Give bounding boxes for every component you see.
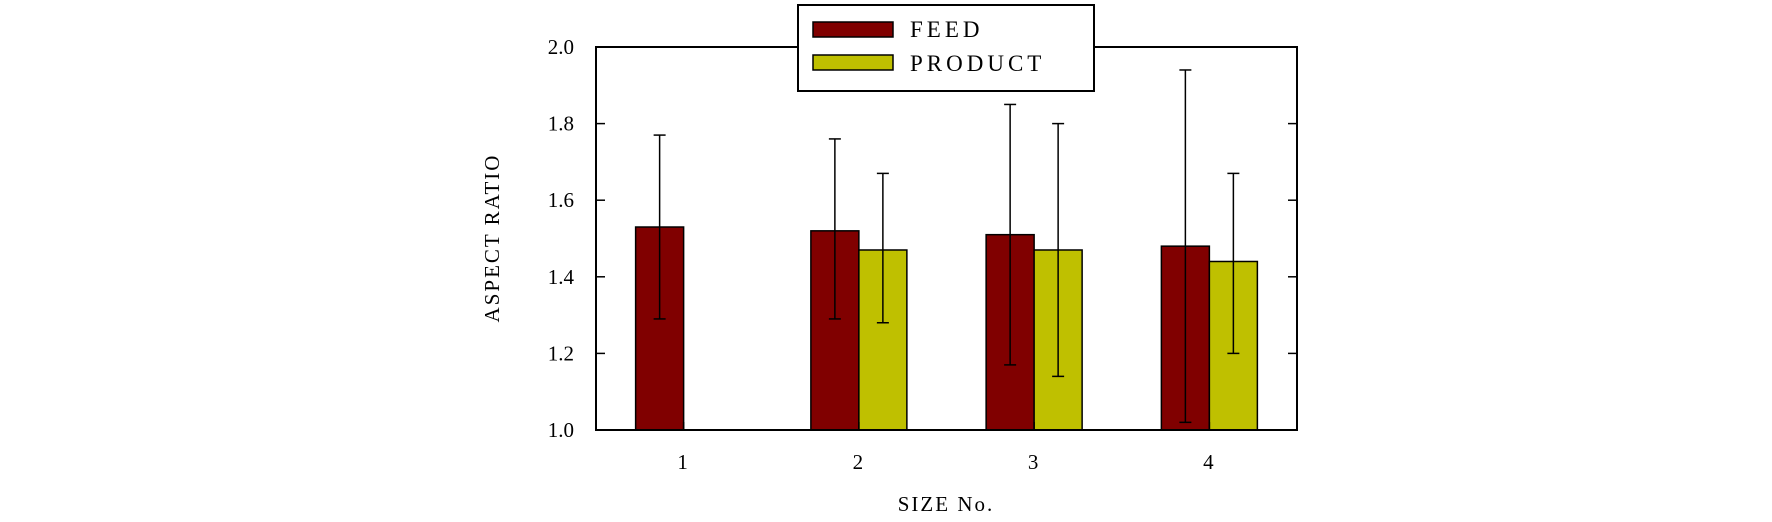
y-axis-title: ASPECT RATIO bbox=[480, 154, 504, 323]
y-tick-label: 1.2 bbox=[548, 341, 574, 365]
y-tick-label: 1.0 bbox=[548, 418, 574, 442]
legend: FEED PRODUCT bbox=[797, 4, 1095, 92]
legend-label-product: PRODUCT bbox=[910, 51, 1045, 76]
y-axis-ticks: 1.0 1.2 1.4 1.6 1.8 2.0 bbox=[548, 35, 1297, 442]
x-tick-label: 3 bbox=[1028, 450, 1039, 474]
error-bars-layer bbox=[653, 69, 1240, 424]
legend-box bbox=[797, 4, 1095, 92]
x-tick-label: 1 bbox=[677, 450, 688, 474]
y-tick-label: 1.6 bbox=[548, 188, 574, 212]
bars-layer bbox=[634, 226, 1259, 431]
x-axis-ticks: 1 2 3 4 bbox=[677, 422, 1214, 474]
y-tick-label: 1.4 bbox=[548, 265, 575, 289]
x-tick-label: 4 bbox=[1203, 450, 1214, 474]
y-tick-label: 1.8 bbox=[548, 112, 574, 136]
x-axis-title: SIZE No. bbox=[898, 492, 995, 516]
legend-swatch-feed bbox=[812, 21, 894, 38]
y-tick-label: 2.0 bbox=[548, 35, 574, 59]
legend-label-feed: FEED bbox=[910, 17, 984, 42]
x-tick-label: 2 bbox=[853, 450, 864, 474]
legend-swatch-product bbox=[812, 54, 894, 71]
